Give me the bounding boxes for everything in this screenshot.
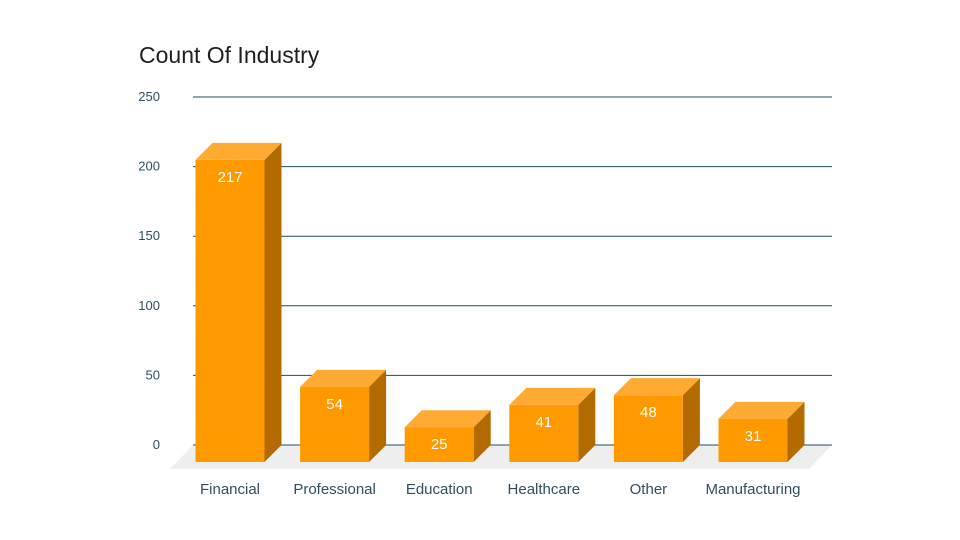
x-category-label: Education [406,481,473,498]
bar: 48 [613,378,700,462]
bar-top [195,142,282,160]
bar-value-label: 25 [431,436,448,453]
bar-top [300,369,387,387]
chart-title: Count Of Industry [139,42,320,68]
bar-value-label: 54 [326,396,343,413]
x-category-label: Healthcare [508,481,581,498]
bar: 25 [404,410,491,462]
bar-side [578,387,596,462]
x-category-label: Manufacturing [705,481,800,498]
y-tick-label: 150 [138,228,160,243]
x-category-label: Other [630,481,668,498]
y-tick-label: 100 [138,298,160,313]
y-tick-label: 50 [146,367,160,382]
bar-top [613,378,700,396]
bar-side [473,410,491,462]
bar-top [718,401,805,419]
bar-front [509,404,579,462]
bar-front [195,159,265,462]
bar-side [787,401,805,462]
x-category-label: Professional [293,481,376,498]
bar-value-label: 41 [535,414,552,431]
bar-front [404,427,474,462]
bar-side [369,369,387,462]
bar-front [718,418,788,462]
bar: 54 [300,369,387,462]
bar-value-label: 48 [640,404,657,421]
x-category-label: Financial [200,481,260,498]
bar: 217 [195,142,282,462]
y-tick-label: 0 [153,437,160,452]
bar-side [682,378,700,462]
y-tick-label: 250 [138,89,160,104]
bar: 41 [509,387,596,462]
bar-value-label: 31 [745,428,762,445]
bar-front [300,386,370,462]
bar-top [404,410,491,428]
bar-front [613,395,683,462]
bar-value-label: 217 [217,169,242,186]
bar-top [509,387,596,405]
bar-side [264,142,282,462]
bar: 31 [718,401,805,462]
y-tick-label: 200 [138,159,160,174]
